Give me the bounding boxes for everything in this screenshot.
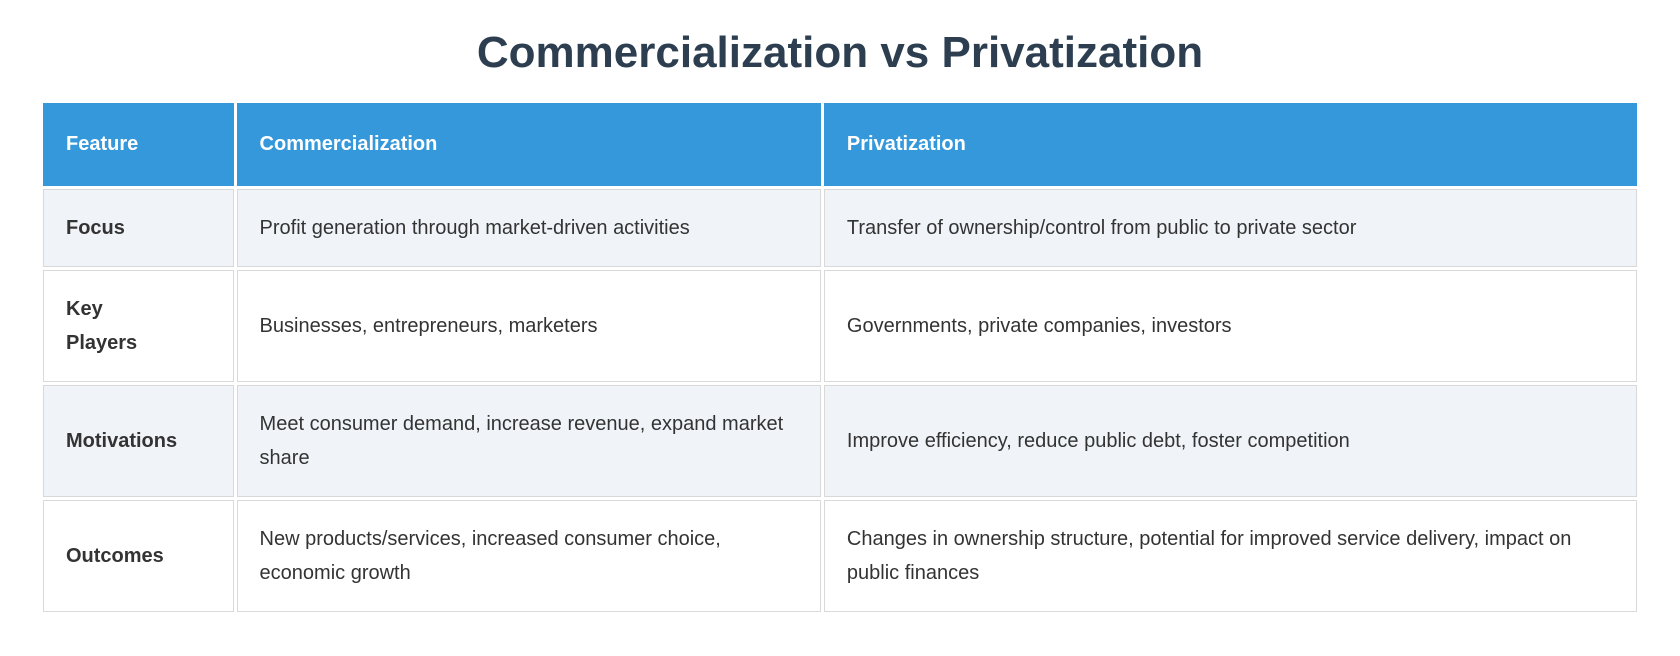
cell-motivations-privatization: Improve efficiency, reduce public debt, …	[823, 385, 1637, 497]
table-row-key-players: Key Players Businesses, entrepreneurs, m…	[43, 270, 1637, 382]
header-row: Feature Commercialization Privatization	[43, 103, 1637, 186]
page-title: Commercialization vs Privatization	[476, 28, 1204, 77]
cell-motivations-commercialization: Meet consumer demand, increase revenue, …	[236, 385, 821, 497]
table-row-motivations: Motivations Meet consumer demand, increa…	[43, 385, 1637, 497]
header-cell-commercialization: Commercialization	[236, 103, 821, 186]
row-label-outcomes: Outcomes	[43, 500, 234, 612]
cell-outcomes-privatization: Changes in ownership structure, potentia…	[823, 500, 1637, 612]
row-label-motivations: Motivations	[43, 385, 234, 497]
comparison-table-grid: Feature Commercialization Privatization …	[40, 100, 1640, 615]
comparison-table: Feature Commercialization Privatization …	[40, 100, 1640, 615]
cell-focus-commercialization: Profit generation through market-driven …	[236, 189, 821, 267]
header-cell-privatization: Privatization	[823, 103, 1637, 186]
cell-key-players-commercialization: Businesses, entrepreneurs, marketers	[236, 270, 821, 382]
cell-key-players-privatization: Governments, private companies, investor…	[823, 270, 1637, 382]
row-label-key-players: Key Players	[43, 270, 234, 382]
header-cell-feature: Feature	[43, 103, 234, 186]
table-row-outcomes: Outcomes New products/services, increase…	[43, 500, 1637, 612]
table-row-focus: Focus Profit generation through market-d…	[43, 189, 1637, 267]
cell-focus-privatization: Transfer of ownership/control from publi…	[823, 189, 1637, 267]
cell-outcomes-commercialization: New products/services, increased consume…	[236, 500, 821, 612]
row-label-focus: Focus	[43, 189, 234, 267]
